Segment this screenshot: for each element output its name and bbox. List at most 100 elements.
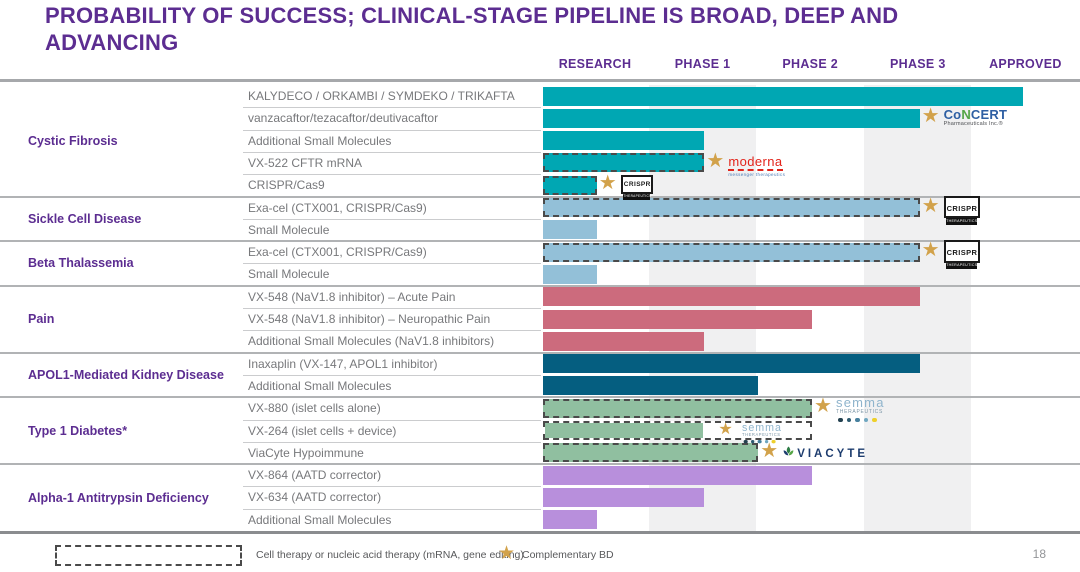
crispr-logo: CRISPR THERAPEUTICS: [943, 240, 980, 270]
column-header-approved: APPROVED: [989, 57, 1062, 71]
pipeline-bar: [543, 198, 920, 217]
concert-logo-subtext: Pharmaceuticals Inc.®: [943, 121, 1003, 128]
row-separator: [243, 107, 541, 109]
complementary-bd-star-icon: ★: [814, 395, 832, 418]
complementary-bd-star-icon: ★: [760, 439, 779, 462]
program-label: Additional Small Molecules: [248, 512, 392, 527]
section-divider: [0, 463, 1080, 466]
semma-dot: [846, 417, 851, 423]
slide-title: PROBABILITY OF SUCCESS; CLINICAL-STAGE P…: [45, 2, 898, 56]
disease-label: Alpha-1 Antitrypsin Deficiency: [28, 490, 209, 505]
legend-dashed-label: Cell therapy or nucleic acid therapy (mR…: [256, 549, 524, 561]
column-header-phase-3: PHASE 3: [890, 57, 946, 71]
concert-logo-text: CoNCERT: [944, 108, 1008, 121]
pipeline-bar: [543, 487, 705, 507]
crispr-logo: CRISPR THERAPEUTICS: [620, 175, 653, 200]
crispr-logo-box: CRISPR: [620, 175, 653, 194]
complementary-bd-star-icon: ★: [921, 194, 940, 217]
program-label: Exa-cel (CTX001, CRISPR/Cas9): [248, 245, 427, 260]
program-label: VX-522 CFTR mRNA: [248, 155, 363, 170]
pipeline-bar: [543, 131, 705, 151]
semma-dot: [863, 417, 868, 423]
pipeline-bar: [543, 86, 1023, 106]
program-label: Additional Small Molecules: [248, 133, 392, 148]
section-divider: [0, 195, 1080, 198]
semma-logo-text: semma: [836, 395, 885, 411]
semma-logo-subtext: THERAPEUTICS: [836, 409, 884, 416]
section-divider: [0, 240, 1080, 243]
pipeline-bar: [543, 309, 812, 329]
row-separator: [243, 129, 541, 131]
pipeline-bar: [543, 108, 920, 128]
row-separator: [243, 508, 541, 510]
crispr-logo: CRISPR THERAPEUTICS: [943, 195, 980, 225]
row-separator: [243, 374, 541, 376]
pipeline-bar: [543, 510, 597, 530]
disease-label: Pain: [28, 312, 55, 327]
pipeline-bar: [543, 354, 920, 374]
pipeline-bar: [543, 175, 597, 195]
moderna-logo-text: moderna: [728, 153, 783, 171]
program-label: Additional Small Molecules (NaV1.8 inhib…: [248, 334, 495, 349]
pipeline-bar: [543, 398, 812, 418]
disease-label: Type 1 Diabetes*: [28, 423, 128, 438]
pipeline-bar: [543, 153, 705, 173]
disease-label: APOL1-Mediated Kidney Disease: [28, 367, 224, 382]
section-divider: [0, 351, 1080, 354]
moderna-logo-subtext: messenger therapeutics: [728, 171, 786, 177]
program-label: Small Molecule: [248, 267, 330, 282]
row-separator: [243, 486, 541, 488]
row-separator: [243, 218, 541, 220]
program-label: Exa-cel (CTX001, CRISPR/Cas9): [248, 200, 427, 215]
concert-logo-part: CERT: [970, 107, 1008, 123]
pipeline-bar-extent: [543, 421, 812, 440]
column-header-phase-2: PHASE 2: [782, 57, 838, 71]
page-number: 18: [1032, 547, 1046, 561]
star-icon: ★: [498, 543, 516, 564]
row-separator: [243, 441, 541, 443]
section-divider: [0, 284, 1080, 287]
program-label: VX-264 (islet cells + device): [248, 423, 397, 438]
semma-logo: semma THERAPEUTICS: [836, 395, 885, 423]
legend-dashed-box: [55, 545, 242, 566]
complementary-bd-star-icon: ★: [718, 420, 733, 438]
crispr-logo-box: CRISPR: [943, 195, 980, 218]
row-separator: [243, 151, 541, 153]
program-label: KALYDECO / ORKAMBI / SYMDEKO / TRIKAFTA: [248, 89, 515, 103]
complementary-bd-star-icon: ★: [921, 239, 940, 262]
row-separator: [243, 263, 541, 265]
program-label: VX-880 (islet cells alone): [248, 401, 381, 416]
semma-logo-dots: [838, 417, 885, 423]
pipeline-bar: [543, 242, 920, 262]
legend-star-label: Complementary BD: [522, 549, 614, 561]
table-bottom-border: [0, 531, 1080, 534]
crispr-logo-subtext: THERAPEUTICS: [946, 218, 977, 225]
program-label: vanzacaftor/tezacaftor/deutivacaftor: [248, 111, 439, 126]
row-separator: [243, 419, 541, 421]
moderna-logo: moderna messenger therapeutics: [728, 154, 785, 178]
program-label: CRISPR/Cas9: [248, 178, 325, 193]
slide-title-line1: PROBABILITY OF SUCCESS; CLINICAL-STAGE P…: [45, 3, 899, 28]
viacyte-logo: ViaCyte: [782, 446, 868, 463]
semma-dot: [764, 439, 769, 443]
concert-logo-part: N: [961, 107, 971, 123]
viacyte-leaf-icon: [782, 446, 795, 463]
program-label: Inaxaplin (VX-147, APOL1 inhibitor): [248, 356, 438, 371]
viacyte-logo-text: ViaCyte: [797, 447, 869, 460]
semma-dot: [757, 439, 762, 443]
concert-logo: CoNCERT Pharmaceuticals Inc.®: [944, 108, 1008, 128]
program-label: Additional Small Molecules: [248, 378, 392, 393]
program-label: VX-548 (NaV1.8 inhibitor) – Acute Pain: [248, 289, 456, 304]
row-separator: [243, 174, 541, 176]
row-separator: [243, 308, 541, 309]
semma-logo-dots: [744, 439, 782, 443]
header-divider: [0, 79, 1080, 82]
program-label: Small Molecule: [248, 222, 330, 237]
pipeline-bar-fill: [545, 423, 704, 438]
crispr-logo-box: CRISPR: [943, 240, 980, 263]
program-label: ViaCyte Hypoimmune: [248, 445, 364, 460]
column-header-research: RESEARCH: [558, 57, 632, 71]
program-label: VX-634 (AATD corrector): [248, 490, 382, 505]
disease-label: Cystic Fibrosis: [28, 133, 118, 148]
